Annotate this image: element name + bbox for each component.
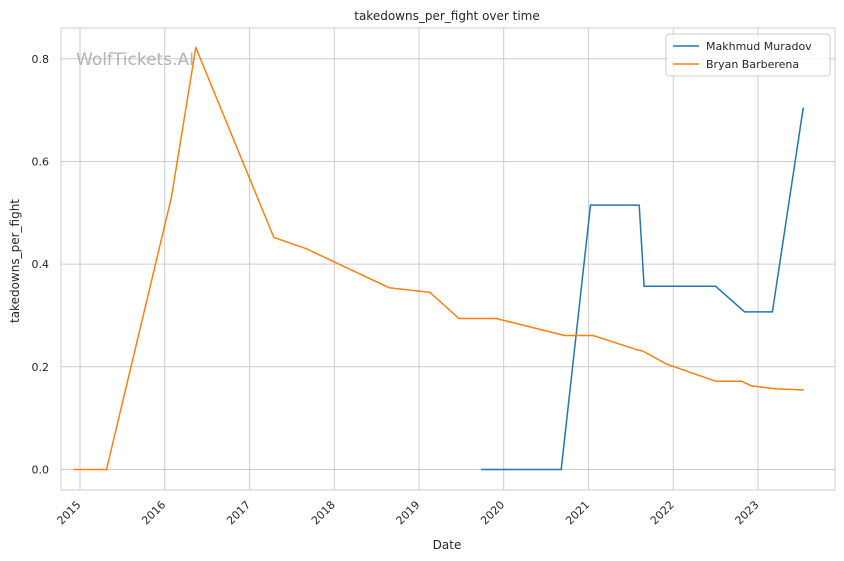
data-point-bryan-barberena xyxy=(458,317,460,320)
y-tick-label: 0.2 xyxy=(32,361,50,374)
data-point-makhmud-muradov xyxy=(480,468,483,471)
data-point-bryan-barberena xyxy=(563,334,566,337)
data-point-bryan-barberena xyxy=(170,196,173,199)
data-point-bryan-barberena xyxy=(592,334,594,337)
legend-box xyxy=(665,33,831,77)
data-point-bryan-barberena xyxy=(273,236,275,239)
data-point-makhmud-muradov xyxy=(743,311,746,313)
data-point-makhmud-muradov xyxy=(643,285,645,287)
data-point-bryan-barberena xyxy=(750,385,752,387)
y-tick-label: 0.8 xyxy=(32,53,50,66)
y-tick-label: 0.6 xyxy=(32,155,50,168)
series-group xyxy=(73,46,804,471)
data-point-bryan-barberena xyxy=(802,389,804,391)
y-tick-label: 0.4 xyxy=(32,258,50,271)
data-point-makhmud-muradov xyxy=(638,204,640,206)
y-tick-label: 0.0 xyxy=(32,463,50,476)
data-point-bryan-barberena xyxy=(305,247,307,250)
data-point-bryan-barberena xyxy=(636,349,639,351)
data-point-makhmud-muradov xyxy=(771,311,774,313)
data-point-bryan-barberena xyxy=(73,468,75,471)
data-point-makhmud-muradov xyxy=(560,468,562,471)
watermark: WolfTickets.AI xyxy=(76,50,194,70)
legend-label-makhmud-muradov: Makhmud Muradov xyxy=(706,40,812,53)
data-point-bryan-barberena xyxy=(666,363,668,365)
data-point-bryan-barberena xyxy=(495,317,498,320)
series-line-bryan-barberena xyxy=(74,46,804,471)
plot-frame xyxy=(60,27,836,491)
data-point-bryan-barberena xyxy=(105,468,108,471)
y-axis-label: takedowns_per_fight xyxy=(8,199,22,323)
legend: Makhmud Muradov Bryan Barberena xyxy=(665,33,831,77)
data-point-bryan-barberena xyxy=(388,286,390,289)
data-point-bryan-barberena xyxy=(429,291,431,294)
data-point-bryan-barberena xyxy=(740,380,743,382)
data-point-bryan-barberena xyxy=(774,388,777,390)
data-point-bryan-barberena xyxy=(641,350,644,352)
data-point-makhmud-muradov xyxy=(589,204,592,206)
x-axis-label: Date xyxy=(433,538,462,552)
chart-title: takedowns_per_fight over time xyxy=(354,9,540,23)
data-point-bryan-barberena xyxy=(195,46,197,49)
data-point-makhmud-muradov xyxy=(802,107,804,109)
data-point-makhmud-muradov xyxy=(714,285,717,287)
legend-label-bryan-barberena: Bryan Barberena xyxy=(706,58,799,71)
data-point-bryan-barberena xyxy=(714,380,717,382)
